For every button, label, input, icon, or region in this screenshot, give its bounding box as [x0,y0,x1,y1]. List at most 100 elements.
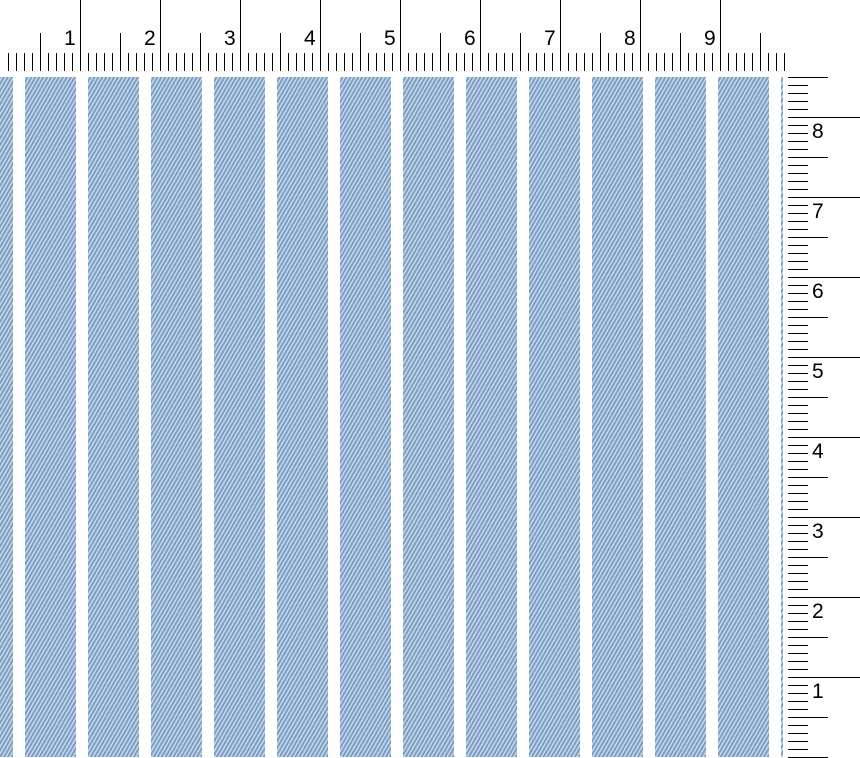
minor-tick [788,533,808,534]
minor-tick [616,53,617,71]
ruler-label: 4 [812,440,824,463]
minor-tick [456,53,457,71]
minor-tick [416,53,417,71]
half-tick [788,237,828,238]
minor-tick [48,53,49,71]
half-tick [788,317,828,318]
minor-tick [336,53,337,71]
major-tick [640,0,641,71]
minor-tick [788,365,808,366]
fabric-stripe [655,77,706,757]
major-tick [788,517,860,518]
minor-tick [8,53,9,71]
fabric-stripe [25,77,76,757]
minor-tick [788,101,808,102]
major-tick [788,277,860,278]
half-tick [360,33,361,71]
minor-tick [272,53,273,71]
major-tick [788,197,860,198]
minor-tick [208,53,209,71]
minor-tick [88,53,89,71]
ruler-label: 8 [624,27,636,50]
minor-tick [788,541,808,542]
minor-tick [788,653,808,654]
minor-tick [788,189,808,190]
minor-tick [352,53,353,71]
minor-tick [752,53,753,71]
minor-tick [788,509,808,510]
major-tick [788,357,860,358]
minor-tick [788,749,808,750]
minor-tick [788,285,808,286]
minor-tick [504,53,505,71]
minor-tick [112,53,113,71]
ruler-label: 3 [812,520,824,543]
minor-tick [788,613,808,614]
fabric-stripe [592,77,643,757]
ruler-label: 9 [704,27,716,50]
fabric-stripe [340,77,391,757]
minor-tick [488,53,489,71]
minor-tick [408,53,409,71]
minor-tick [788,165,808,166]
minor-tick [788,701,808,702]
ruler-label: 2 [144,27,156,50]
minor-tick [568,53,569,71]
minor-tick [788,133,808,134]
minor-tick [16,53,17,71]
fabric-stripe [781,77,783,757]
major-tick [788,437,860,438]
minor-tick [368,53,369,71]
minor-tick [448,53,449,71]
fabric-stripe [403,77,454,757]
minor-tick [788,141,808,142]
minor-tick [788,685,808,686]
minor-tick [392,53,393,71]
half-tick [600,33,601,71]
minor-tick [788,85,808,86]
minor-tick [788,389,808,390]
minor-tick [496,53,497,71]
minor-tick [232,53,233,71]
minor-tick [788,733,808,734]
minor-tick [788,181,808,182]
minor-tick [56,53,57,71]
top-ruler: 1 2 3 4 5 6 7 8 9 [0,0,788,72]
half-tick [788,77,828,78]
fabric-stripe [718,77,769,757]
minor-tick [788,261,808,262]
ruler-label: 4 [304,27,316,50]
minor-tick [128,53,129,71]
minor-tick [788,205,808,206]
minor-tick [788,669,808,670]
minor-tick [788,549,808,550]
minor-tick [136,53,137,71]
major-tick [240,0,241,71]
minor-tick [584,53,585,71]
fabric-stripe [277,77,328,757]
minor-tick [24,53,25,71]
half-tick [120,33,121,71]
minor-tick [672,53,673,71]
minor-tick [788,565,808,566]
ruler-label: 8 [812,120,824,143]
minor-tick [788,429,808,430]
minor-tick [344,53,345,71]
half-tick [680,33,681,71]
half-tick [788,477,828,478]
minor-tick [788,725,808,726]
minor-tick [544,53,545,71]
ruler-label: 6 [464,27,476,50]
minor-tick [608,53,609,71]
minor-tick [64,53,65,71]
minor-tick [688,53,689,71]
half-tick [788,717,828,718]
minor-tick [788,629,808,630]
half-tick [40,33,41,71]
minor-tick [664,53,665,71]
minor-tick [788,253,808,254]
minor-tick [744,53,745,71]
minor-tick [296,53,297,71]
minor-tick [788,421,808,422]
fabric-stripe [466,77,517,757]
